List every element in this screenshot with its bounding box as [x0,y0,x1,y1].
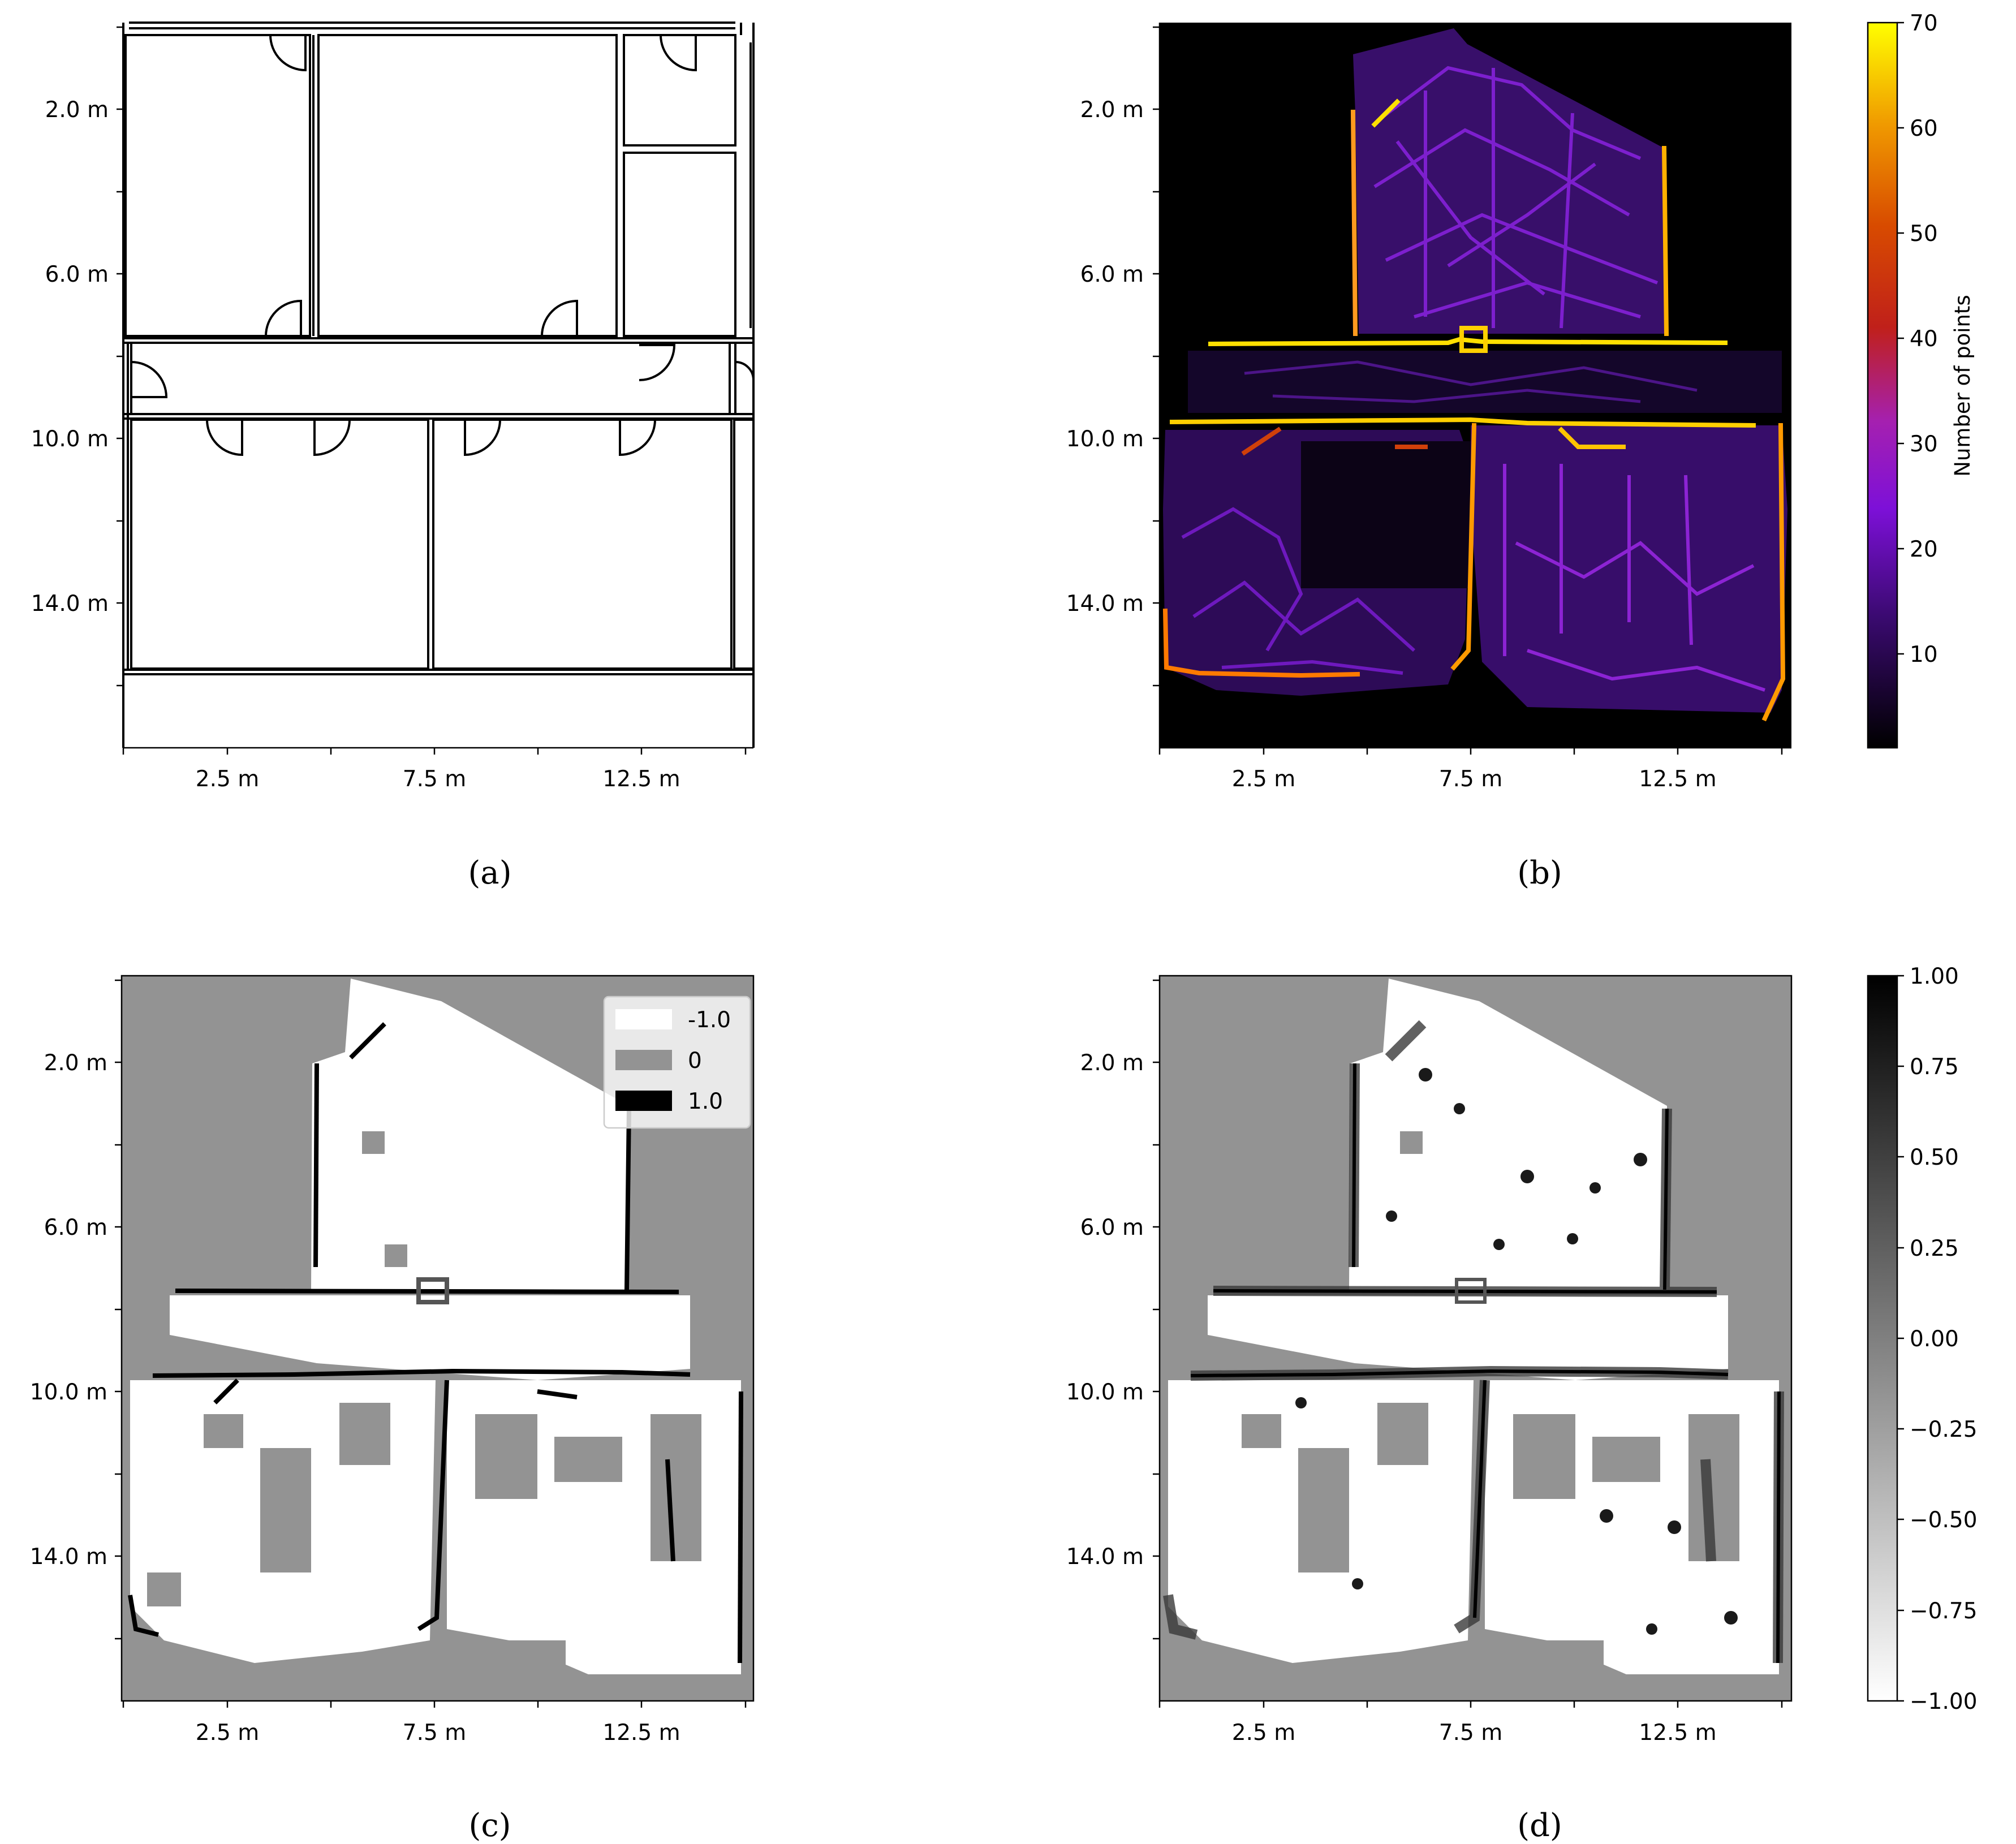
panel-a-tick-labels: 2.5 m 7.5 m 12.5 m 2.0 m 6.0 m 10.0 m 14… [31,97,680,792]
y-tick-label: 10.0 m [1066,426,1144,452]
y-tick-label: 6.0 m [1080,1215,1144,1240]
legend-label-free: -1.0 [688,1007,731,1033]
panel-d-axes [1153,975,1793,1708]
x-tick-label: 2.5 m [1232,1720,1295,1746]
panel-c-legend: -1.0 0 1.0 [603,996,751,1129]
occupancy-free-upper [311,979,629,1290]
y-tick-label: 14.0 m [30,1544,107,1570]
y-tick-label: 14.0 m [31,591,109,617]
x-tick-label: 12.5 m [1639,1720,1716,1746]
colorbar-tick-label: −1.00 [1910,1689,1978,1714]
x-tick-label: 2.5 m [1232,766,1295,792]
colorbar-axis-label: Number of points [1950,295,1975,476]
colorbar-tick-label: 40 [1910,326,1938,352]
colorbar-gradient [1867,975,1898,1702]
x-tick-label: 7.5 m [403,1720,466,1746]
occupancy-free-corridor [1208,1295,1728,1380]
x-tick-label: 12.5 m [602,766,680,792]
legend-label-unknown: 0 [688,1048,702,1074]
y-tick-label: 14.0 m [1066,1544,1144,1570]
colorbar-tick-label: 0.00 [1910,1326,1959,1352]
panel-c-axes [115,975,755,1708]
y-tick-label: 2.0 m [45,97,109,123]
occupancy-walls [128,1022,743,1664]
legend-swatch-free [615,1009,672,1029]
legend-swatch-wall [615,1091,672,1111]
y-tick-label: 10.0 m [31,426,109,452]
colorbar-tick-label: 60 [1910,116,1938,141]
colorbar-tick-label: 0.75 [1910,1054,1959,1080]
colorbar-tick-label: 1.00 [1910,964,1959,989]
y-tick-label: 6.0 m [1080,262,1144,287]
heatmap-walls [1162,98,1786,722]
x-tick-label: 7.5 m [1439,766,1502,792]
panel-caption: (a) [468,855,511,891]
heatmap-corridor-texture [1244,360,1698,403]
occupancy-blobs [1295,1068,1738,1635]
colorbar-tick-label: −0.25 [1910,1417,1978,1442]
y-tick-label: 10.0 m [30,1380,107,1405]
panel-caption: (c) [468,1807,511,1844]
panel-a-axes [117,23,753,755]
occupancy-walls [1190,1063,1781,1664]
panel-b-tick-labels: 2.5 m 7.5 m 12.5 m 2.0 m 6.0 m 10.0 m 14… [1066,97,1717,792]
occupancy-unknown-holes [1242,1131,1739,1674]
colorbar-tick-label: −0.75 [1910,1599,1978,1624]
y-tick-label: 6.0 m [44,1215,107,1240]
y-tick-label: 2.0 m [1080,1050,1144,1076]
occupancy-free-upper [1349,979,1667,1290]
panel-caption: (d) [1517,1807,1562,1844]
x-tick-label: 12.5 m [1639,766,1716,792]
occupancy-free-corridor [170,1295,690,1380]
y-tick-label: 14.0 m [1066,591,1144,617]
x-tick-label: 7.5 m [1439,1720,1502,1746]
y-tick-label: 2.0 m [1080,97,1144,123]
legend-swatch-unknown [615,1050,672,1070]
panel-caption: (b) [1517,855,1562,891]
panel-d-colorbar: 1.00 0.75 0.50 0.25 0.00 −0.25 −0.50 −0.… [1867,964,1978,1714]
panel-b-colorbar: 10 20 30 40 50 60 70 Number of points [1867,11,1975,749]
y-tick-label: 6.0 m [45,262,109,287]
colorbar-gradient [1867,21,1898,749]
occupancy-unknown-holes [136,1131,701,1674]
colorbar-tick-label: 0.50 [1910,1145,1959,1170]
colorbar-tick-label: 30 [1910,432,1938,457]
floorplan-doors [131,35,755,456]
panel-b-axes [1153,23,1791,755]
x-tick-label: 2.5 m [196,1720,259,1746]
heatmap-lower-right-texture [1503,464,1765,692]
floorplan-walls [122,21,755,748]
colorbar-tick-label: 10 [1910,642,1938,667]
colorbar-tick-label: 20 [1910,537,1938,562]
colorbar-tick-label: −0.50 [1910,1507,1978,1533]
colorbar-tick-label: 0.25 [1910,1236,1959,1261]
colorbar-tick-label: 50 [1910,221,1938,247]
x-tick-label: 12.5 m [602,1720,680,1746]
heatmap-upper-texture [1373,66,1659,329]
x-tick-label: 7.5 m [403,766,466,792]
colorbar-tick-label: 70 [1910,11,1938,36]
panel-c-tick-labels: 2.5 m 7.5 m 12.5 m 2.0 m 6.0 m 10.0 m 14… [30,1050,680,1746]
panel-c-occupancy-discrete: -1.0 0 1.0 2.5 m 7.5 m 12.5 m [30,975,755,1844]
legend-label-wall: 1.0 [688,1089,723,1114]
panel-d-occupancy-continuous: 2.5 m 7.5 m 12.5 m 2.0 m 6.0 m 10.0 m 14… [1066,964,1978,1844]
panel-d-tick-labels: 2.5 m 7.5 m 12.5 m 2.0 m 6.0 m 10.0 m 14… [1066,1050,1717,1746]
panel-a-floorplan: 2.5 m 7.5 m 12.5 m 2.0 m 6.0 m 10.0 m 14… [31,21,755,891]
y-tick-label: 2.0 m [44,1050,107,1076]
y-tick-label: 10.0 m [1066,1380,1144,1405]
panel-b-heatmap: 2.5 m 7.5 m 12.5 m 2.0 m 6.0 m 10.0 m 14… [1066,11,1975,891]
x-tick-label: 2.5 m [196,766,259,792]
